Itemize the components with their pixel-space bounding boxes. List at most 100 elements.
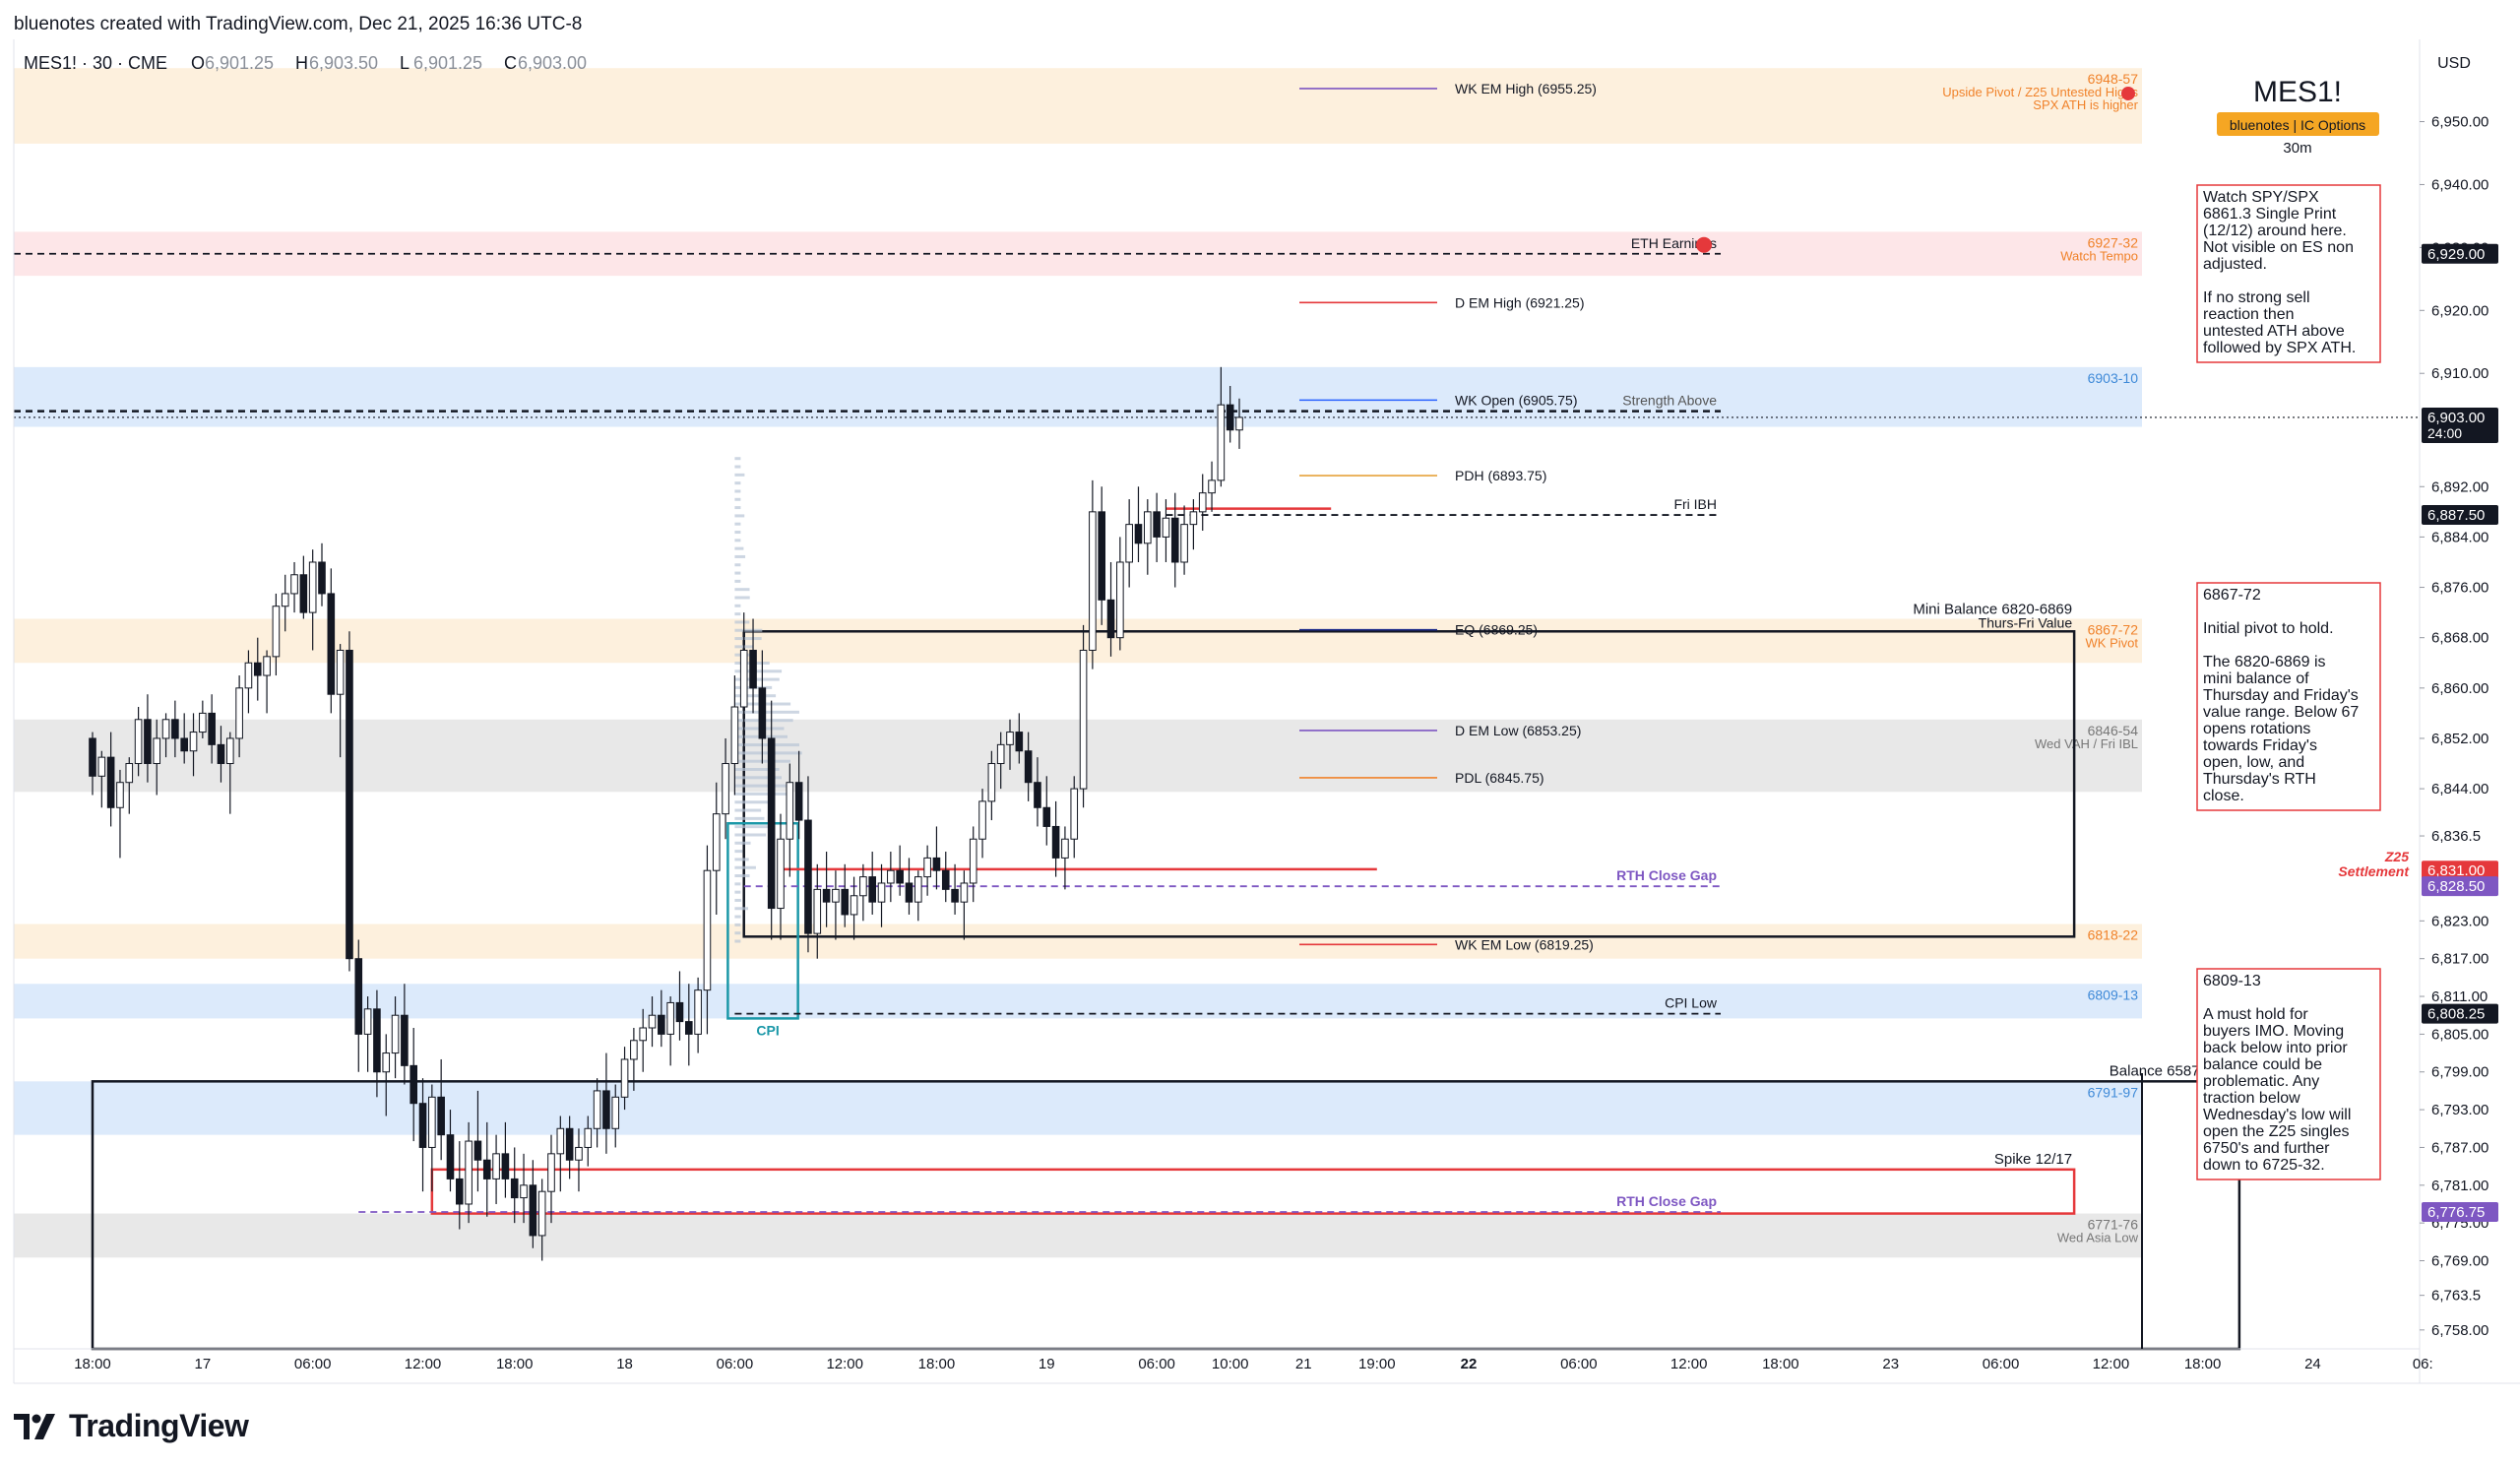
note-line: opens rotations	[2203, 721, 2310, 737]
candle-body	[896, 869, 904, 884]
profile-bar	[734, 596, 750, 600]
symbol-label[interactable]: MES1! · 30 · CME	[24, 53, 167, 73]
candle-body	[620, 1058, 629, 1098]
candle-body	[437, 1096, 445, 1136]
price-tag-label: 6,887.50	[2427, 507, 2485, 524]
candle-body	[978, 800, 986, 840]
candles-layer	[89, 366, 1243, 1261]
profile-bar	[734, 522, 741, 526]
price-tick-label: 6,836.5	[2431, 828, 2481, 845]
profile-bar	[734, 874, 750, 878]
zone-sublabel: Upside Pivot / Z25 Untested Highs	[1942, 85, 2138, 99]
profile-bar	[734, 506, 741, 510]
profile-bar	[734, 489, 741, 493]
candle-body	[97, 756, 106, 777]
dashed-level-label: CPI Low	[1665, 995, 1718, 1011]
candle-body	[391, 1014, 400, 1054]
candle-body	[1024, 750, 1033, 784]
candle-body	[1015, 732, 1024, 752]
badge-sub-bg	[2217, 112, 2379, 136]
time-tick-label: 10:00	[1212, 1356, 1249, 1372]
note-line: mini balance of	[2203, 670, 2309, 687]
price-tick-label: 6,920.00	[2431, 302, 2488, 319]
candle-body	[106, 756, 115, 808]
profile-bar	[734, 539, 741, 542]
dashed-level-label: RTH Close Gap	[1616, 867, 1717, 883]
candle-body	[996, 743, 1005, 765]
candle-body	[777, 838, 785, 910]
candle-body	[1134, 524, 1143, 544]
earnings-icon	[1696, 236, 1712, 253]
zone-label: 6846-54	[2088, 723, 2139, 738]
profile-bar	[734, 850, 743, 854]
profile-bar	[734, 588, 750, 592]
price-tick-label: 6,811.00	[2431, 988, 2488, 1005]
candle-body	[208, 712, 216, 745]
profile-bar	[734, 800, 773, 804]
candle-body	[217, 743, 225, 765]
candle-body	[290, 574, 298, 595]
currency-label[interactable]: USD	[2437, 55, 2471, 72]
candle-body	[584, 1127, 593, 1148]
price-tick-label: 6,852.00	[2431, 731, 2488, 747]
tradingview-logo[interactable]: TradingView	[14, 1408, 249, 1444]
key-level-label: WK EM Low (6819.25)	[1455, 936, 1594, 952]
candle-body	[180, 737, 188, 752]
dashed-level-label: RTH Close Gap	[1616, 1193, 1717, 1209]
price-tick-label: 6,910.00	[2431, 365, 2488, 382]
price-tick-label: 6,781.00	[2431, 1178, 2488, 1194]
price-tick-label: 6,758.00	[2431, 1322, 2488, 1339]
note-line: 6867-72	[2203, 587, 2261, 604]
time-tick-label: 18:00	[1762, 1356, 1799, 1372]
candle-body	[951, 888, 959, 903]
time-tick-label: 22	[1461, 1356, 1478, 1372]
price-tag-label: 6,929.00	[2427, 246, 2485, 263]
price-tag	[2422, 1003, 2498, 1024]
time-tick-label: 06:00	[1138, 1356, 1175, 1372]
dashed-level-label: Strength Above	[1622, 393, 1717, 409]
ohlc-key: L	[400, 53, 410, 73]
time-tick-label: 18:00	[74, 1356, 111, 1372]
candle-body	[1162, 517, 1170, 538]
note-line: (12/12) around here.	[2203, 223, 2347, 239]
candle-body	[263, 656, 271, 676]
note-box	[2196, 184, 2381, 363]
level-layer: ETH Earnings Strength Above Fri IBH RTH Clo…	[14, 81, 2420, 1213]
profile-bar	[734, 939, 741, 943]
note-box	[2196, 582, 2381, 811]
candle-body	[382, 1052, 391, 1073]
candle-body	[401, 1014, 409, 1066]
profile-bar	[734, 923, 741, 926]
ohlc-key: O	[191, 53, 205, 73]
candle-body	[501, 1153, 510, 1179]
zone-band	[14, 719, 2142, 793]
profile-bar	[734, 858, 749, 861]
candle-body	[354, 958, 363, 1035]
zone-sublabel: Watch Tempo	[2060, 248, 2138, 263]
note-line: open, low, and	[2203, 754, 2304, 771]
note-line: A must hold for	[2203, 1006, 2308, 1023]
profile-bar	[734, 571, 741, 575]
profile-bar	[734, 833, 767, 837]
candle-body	[1051, 825, 1060, 859]
candle-body	[346, 649, 353, 960]
key-level-label: WK EM High (6955.25)	[1455, 81, 1597, 96]
note-box	[2196, 968, 2381, 1180]
zone-sublabel: Wed VAH / Fri IBL	[2035, 736, 2138, 751]
profile-bar	[734, 816, 765, 820]
candle-body	[841, 888, 850, 916]
note-line: close.	[2203, 788, 2244, 804]
candle-body	[1198, 492, 1207, 513]
candle-body	[960, 882, 969, 903]
box-sublabel: Thurs-Fri Value	[1979, 614, 2073, 630]
key-level-label: D EM Low (6853.25)	[1455, 723, 1581, 738]
time-axis: 18:00 17 06:00 12:00 18:00 18 06:00 12:00 18:00 1…	[13, 39, 2520, 1384]
candle-body	[923, 857, 931, 878]
time-tick-label: 18:00	[496, 1356, 534, 1372]
candle-body	[675, 1001, 684, 1023]
candle-body	[1170, 517, 1179, 563]
ohlc-key: H	[295, 53, 308, 73]
profile-bar	[734, 776, 783, 780]
note-line: reaction then	[2203, 306, 2295, 323]
